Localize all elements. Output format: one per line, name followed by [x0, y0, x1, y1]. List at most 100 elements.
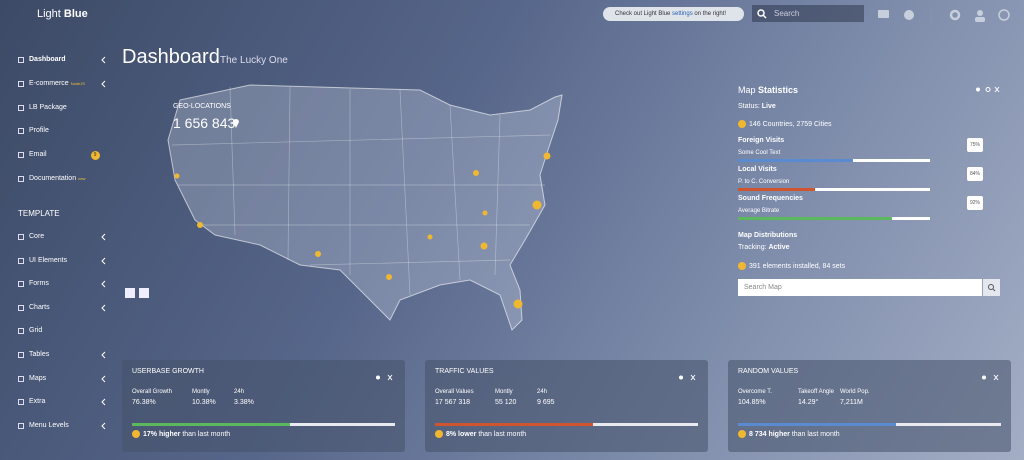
search-box[interactable]: Search — [752, 5, 864, 22]
summary: 146 Countries, 2759 Cities — [738, 120, 832, 128]
widget-controls[interactable] — [981, 368, 1001, 386]
widget-footer: 17% higher than last month — [132, 430, 230, 438]
stat-value: 76.38% — [132, 399, 156, 406]
icon — [435, 430, 443, 438]
chevron — [101, 233, 106, 241]
icon — [18, 375, 24, 382]
metric-desc: Average Bitrate — [738, 208, 780, 214]
nav-item[interactable]: Core — [0, 230, 110, 244]
nav-label: Core — [29, 233, 45, 240]
chevron-wrap — [101, 374, 107, 391]
nav-label: Dashboard — [29, 56, 66, 63]
nav-label: LB Package — [29, 104, 67, 111]
metric-name: Sound Frequencies — [738, 195, 803, 202]
zoom-out[interactable] — [125, 288, 135, 298]
stat-value: 17 567 318 — [435, 399, 471, 406]
icon — [18, 304, 24, 311]
icon — [18, 105, 24, 111]
notice-tail: on the right! — [694, 11, 727, 17]
nav-label: Maps — [29, 374, 47, 382]
status: Status: Live — [738, 103, 776, 110]
nav-label: Email — [29, 151, 47, 158]
nav-item[interactable]: UI Elements — [0, 254, 110, 268]
geo-count: 1 656 843 — [173, 115, 236, 131]
map-search[interactable]: Search Map — [738, 279, 982, 296]
progress-fill — [132, 423, 290, 426]
widget-controls[interactable] — [375, 368, 395, 386]
widget: RANDOM VALUES Overcome T. 104.85% Takeoff A… — [728, 360, 1011, 452]
nav-badge: new — [78, 176, 86, 181]
us-map — [167, 84, 563, 331]
notice-link[interactable]: settings — [672, 11, 693, 17]
nav-item[interactable]: Email 9 — [0, 148, 110, 162]
chevron-wrap — [101, 350, 107, 367]
progress — [738, 217, 930, 220]
metric-name: Foreign Visits — [738, 137, 785, 144]
nav-item[interactable]: Profile — [0, 124, 110, 138]
nav-item[interactable]: Documentation new — [0, 172, 110, 186]
metric-value: 75% — [967, 138, 983, 152]
dist-summary-text: 391 elements installed, 84 sets — [749, 262, 846, 270]
icon — [18, 152, 24, 158]
panel-controls[interactable] — [975, 86, 1000, 93]
stat-value: 7,211M — [840, 399, 863, 406]
dist-summary: 391 elements installed, 84 sets — [738, 262, 845, 270]
dist-title: Map Distributions — [738, 232, 798, 239]
nav-item[interactable]: Extra — [0, 395, 110, 409]
nav-label: Tables — [29, 351, 50, 358]
zoom-in[interactable] — [139, 288, 149, 298]
icon — [18, 281, 24, 288]
nav-item[interactable]: Forms — [0, 277, 110, 291]
page-title: Dashboard — [122, 46, 220, 68]
nav-label: Extra — [29, 398, 46, 406]
widget-title: RANDOM VALUES — [738, 368, 799, 375]
footer-text: than last month — [182, 430, 231, 438]
header-icons[interactable] — [876, 8, 1016, 22]
widget-controls[interactable] — [678, 368, 698, 386]
chevron — [101, 398, 106, 406]
tracking-value: Active — [768, 244, 790, 251]
progress — [738, 423, 1001, 426]
nav-item[interactable]: Dashboard — [0, 53, 110, 67]
progress-fill — [435, 423, 593, 426]
nav-label: Documentation — [29, 175, 77, 182]
nav-badge: NodeJS — [70, 81, 85, 86]
notice[interactable]: Check out Light Blue settings on the rig… — [603, 7, 745, 21]
nav-item[interactable]: Charts — [0, 301, 110, 315]
icon — [738, 430, 746, 438]
nav-item[interactable]: Maps — [0, 372, 110, 386]
chevron — [101, 304, 106, 312]
stats-title-bold: Statistics — [758, 85, 799, 95]
stat-value: 14.29° — [798, 399, 819, 406]
nav-item[interactable]: LB Package — [0, 101, 110, 115]
stats-title-light: Map — [738, 85, 756, 95]
progress — [738, 159, 930, 162]
chevron — [101, 80, 106, 88]
stat-label: Montly — [192, 389, 210, 395]
stats-title: Map Statistics — [738, 85, 798, 95]
nav-item[interactable]: E-commerce NodeJS — [0, 77, 110, 91]
logo[interactable]: Light Blue — [37, 8, 88, 20]
tracking: Tracking: Active — [738, 244, 790, 251]
stat-label: Overcome T. — [738, 389, 772, 395]
summary-text: 146 Countries, 2759 Cities — [749, 120, 832, 128]
widget: USERBASE GROWTH Overall Growth 76.38% Montl… — [122, 360, 405, 452]
progress — [738, 188, 930, 191]
chevron — [101, 280, 106, 288]
chevron-wrap — [101, 421, 107, 438]
geo-label: GEO-LOCATIONS — [173, 103, 231, 110]
controls-icon — [982, 374, 999, 381]
stat-value: 3.38% — [234, 399, 254, 406]
nav-label: UI Elements — [29, 256, 68, 264]
stat-value: 104.85% — [738, 399, 766, 406]
status-label: Status: — [738, 103, 760, 110]
map-search-button[interactable] — [983, 279, 1000, 296]
nav-item[interactable]: Grid — [0, 324, 110, 338]
stat-label: Overall Values — [435, 389, 474, 395]
nav-item[interactable]: Menu Levels — [0, 419, 110, 433]
widget-title: TRAFFIC VALUES — [435, 368, 494, 375]
nav-label: Grid — [29, 327, 43, 335]
stat-label: Montly — [495, 389, 513, 395]
nav-item[interactable]: Tables — [0, 348, 110, 362]
metric-desc: Some Cool Text — [738, 150, 781, 156]
